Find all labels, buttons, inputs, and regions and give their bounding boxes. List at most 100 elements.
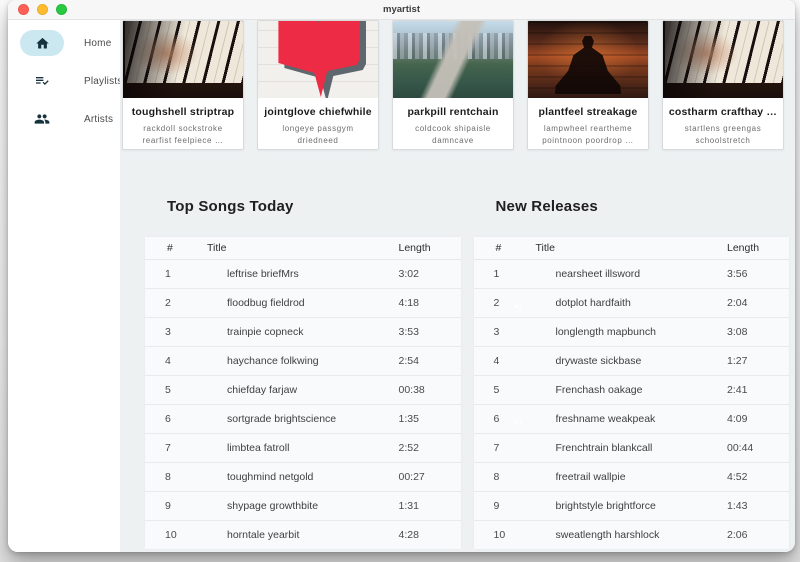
playlist-check-icon <box>34 73 50 89</box>
song-rank: 2 <box>493 297 500 310</box>
song-row[interactable]: 7 Frenchtrain blankcall 00:44 <box>473 434 789 464</box>
song-length: 00:44 <box>727 442 754 455</box>
song-title: longlength mapbunch <box>555 326 656 339</box>
song-length: 2:41 <box>727 384 748 397</box>
minimize-window-button[interactable] <box>37 4 48 15</box>
song-title: toughmind netgold <box>227 471 314 484</box>
song-rank: 7 <box>493 442 500 455</box>
piano-hands-artwork <box>663 21 783 98</box>
sidebar: Home Playlists Artists <box>8 20 122 552</box>
table-header-row: # Title Length <box>473 237 789 261</box>
app-window: myartist Home Playlists Artists toughshe… <box>8 0 795 552</box>
sidebar-item-home[interactable]: Home <box>8 28 120 58</box>
song-length: 1:31 <box>398 500 419 513</box>
song-sections: Top Songs Today # Title Length 1 leftris… <box>120 186 795 550</box>
song-row[interactable]: 5 Frenchash oakage 2:41 <box>473 376 789 406</box>
song-length: 2:54 <box>398 355 419 368</box>
song-title: trainpie copneck <box>227 326 304 339</box>
song-length: 4:18 <box>398 297 419 310</box>
song-row[interactable]: 3 trainpie copneck 3:53 <box>145 318 461 348</box>
city-aerial-artwork <box>393 21 513 98</box>
zoom-window-button[interactable] <box>56 4 67 15</box>
section-heading: New Releases <box>495 198 598 216</box>
song-title: leftrise briefMrs <box>227 268 299 281</box>
artist-card-subtitle: startlens greengas schoolstretch straigh… <box>684 124 762 149</box>
song-rank: 3 <box>493 326 500 339</box>
table-header-row: # Title Length <box>145 237 461 261</box>
artist-card[interactable]: plantfeel streakage lampwheel reartheme … <box>527 20 649 150</box>
song-title: nearsheet illsword <box>555 268 641 281</box>
song-row[interactable]: 6 freshname weakpeak 4:09 <box>473 405 789 435</box>
song-row[interactable]: 1 leftrise briefMrs 3:02 <box>145 260 461 290</box>
artist-card-subtitle: rackdoll sockstroke rearfist feelpiece … <box>142 124 224 146</box>
main-content: toughshell striptrap rackdoll sockstroke… <box>120 20 795 552</box>
traffic-lights <box>8 4 67 15</box>
song-title: chiefday farjaw <box>227 384 298 397</box>
song-rank: 8 <box>493 471 500 484</box>
song-length: 2:52 <box>398 442 419 455</box>
artist-card-title: plantfeel streakage <box>538 106 638 118</box>
song-row[interactable]: 8 toughmind netgold 00:27 <box>145 463 461 493</box>
song-row[interactable]: 1 nearsheet illsword 3:56 <box>473 260 789 290</box>
song-row[interactable]: 4 drywaste sickbase 1:27 <box>473 347 789 377</box>
song-title: freshname weakpeak <box>555 413 656 426</box>
song-row[interactable]: 7 limbtea fatroll 2:52 <box>145 434 461 464</box>
artist-card-title: parkpill rentchain <box>407 106 499 118</box>
song-row[interactable]: 9 shypage growthbite 1:31 <box>145 492 461 522</box>
song-length: 3:02 <box>398 268 419 281</box>
song-rank: 7 <box>165 442 171 455</box>
artist-card[interactable]: parkpill rentchain coldcook shipaisle da… <box>392 20 514 150</box>
song-row[interactable]: 10 horntale yearbit 4:28 <box>145 521 461 549</box>
song-rank: 4 <box>165 355 171 368</box>
song-length: 4:28 <box>398 529 419 542</box>
song-length: 3:56 <box>727 268 748 281</box>
column-header-title: Title <box>207 242 227 255</box>
song-rank: 10 <box>165 529 177 542</box>
song-title: Frenchash oakage <box>555 384 643 397</box>
song-rank: 5 <box>493 384 500 397</box>
song-row[interactable]: 5 chiefday farjaw 00:38 <box>145 376 461 406</box>
song-rank: 4 <box>493 355 500 368</box>
song-title: drywaste sickbase <box>555 355 642 368</box>
song-row[interactable]: 6 sortgrade brightscience 1:35 <box>145 405 461 435</box>
sidebar-item-label: Artists <box>84 113 114 125</box>
song-length: 4:52 <box>727 471 748 484</box>
song-row[interactable]: 9 brightstyle brightforce 1:43 <box>473 492 789 522</box>
sidebar-item-playlists[interactable]: Playlists <box>8 66 122 96</box>
song-row[interactable]: 3 longlength mapbunch 3:08 <box>473 318 789 348</box>
song-length: 00:27 <box>398 471 425 484</box>
song-table: # Title Length 1 nearsheet illsword 3:56… <box>473 237 790 550</box>
song-row[interactable]: 10 sweatlength harshlock 2:06 <box>474 521 790 549</box>
song-rank: 5 <box>165 384 171 397</box>
window-title: myartist <box>383 4 420 15</box>
artist-card[interactable]: costharm crafthay … startlens greengas s… <box>662 20 784 150</box>
table-body: 1 nearsheet illsword 3:56 2 dotplot hard… <box>473 260 790 549</box>
song-rank: 3 <box>165 326 171 339</box>
sidebar-item-artists[interactable]: Artists <box>8 104 120 134</box>
song-rank: 6 <box>165 413 171 426</box>
song-title: sortgrade brightscience <box>227 413 337 426</box>
song-rank: 2 <box>165 297 171 310</box>
song-row[interactable]: 2 dotplot hardfaith 2:04 <box>473 289 789 319</box>
meditation-sunset-artwork <box>528 21 648 98</box>
song-row[interactable]: 2 floodbug fieldrod 4:18 <box>145 289 461 319</box>
artist-card-subtitle: coldcook shipaisle damncave <box>415 124 491 146</box>
song-section: New Releases # Title Length 1 nearsheet … <box>473 186 790 550</box>
song-row[interactable]: 8 freetrail wallpie 4:52 <box>473 463 789 493</box>
song-length: 2:04 <box>727 297 748 310</box>
song-title: floodbug fieldrod <box>227 297 305 310</box>
song-rank: 1 <box>493 268 500 281</box>
song-length: 1:43 <box>727 500 748 513</box>
song-length: 1:27 <box>727 355 748 368</box>
title-bar[interactable]: myartist <box>8 0 795 20</box>
song-length: 2:06 <box>727 529 748 542</box>
artist-card[interactable]: jointglove chiefwhile longeye passgym dr… <box>257 20 379 150</box>
artist-cards-row[interactable]: toughshell striptrap rackdoll sockstroke… <box>120 20 795 150</box>
song-rank: 9 <box>493 500 500 513</box>
artist-card-title: costharm crafthay … <box>668 106 778 118</box>
close-window-button[interactable] <box>18 4 29 15</box>
song-row[interactable]: 4 haychance folkwing 2:54 <box>145 347 461 377</box>
artist-card[interactable]: toughshell striptrap rackdoll sockstroke… <box>122 20 244 150</box>
song-title: horntale yearbit <box>227 529 300 542</box>
section-heading: Top Songs Today <box>167 198 294 216</box>
